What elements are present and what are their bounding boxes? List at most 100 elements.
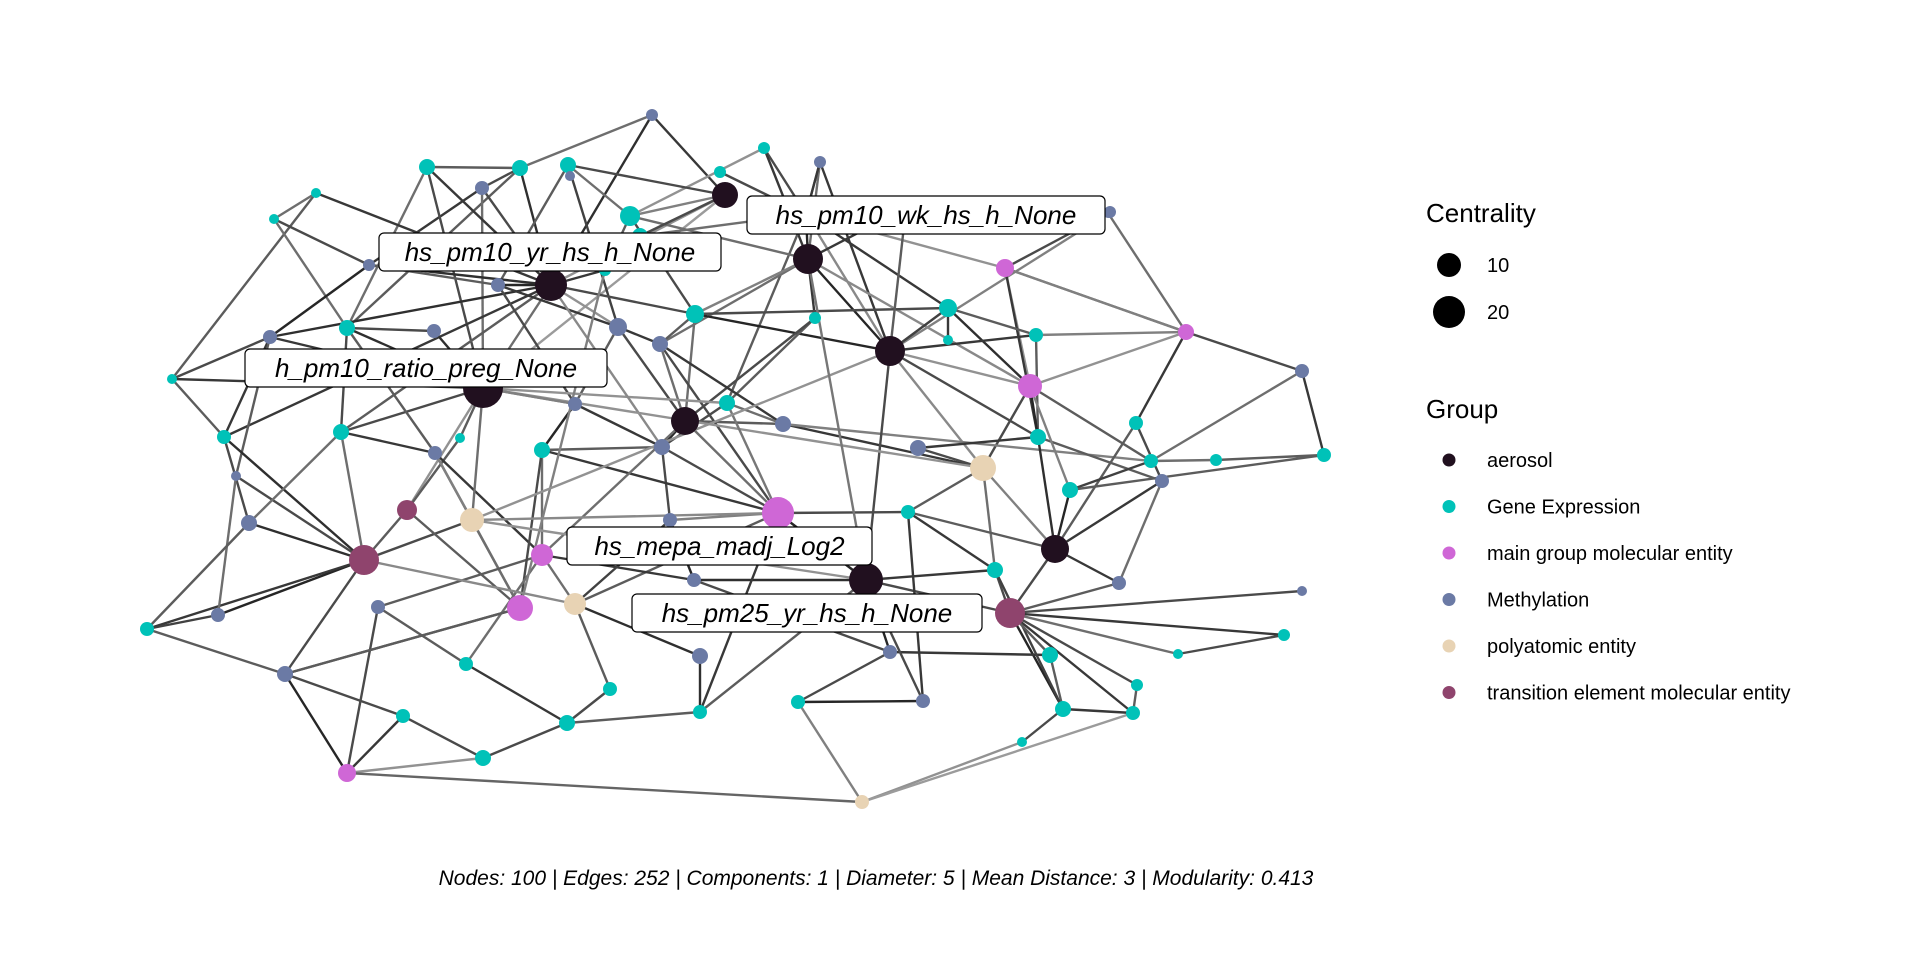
edge <box>550 283 696 316</box>
edge <box>1150 369 1303 463</box>
edge <box>889 349 1039 439</box>
node <box>692 648 708 664</box>
node <box>1129 416 1143 430</box>
edge <box>406 437 461 511</box>
edge <box>471 349 891 522</box>
node <box>1055 701 1071 717</box>
node <box>564 593 586 615</box>
edge <box>482 721 568 760</box>
node-label: hs_pm10_wk_hs_h_None <box>776 200 1077 230</box>
node <box>455 433 465 443</box>
node <box>428 446 442 460</box>
node <box>1173 649 1183 659</box>
edge <box>269 264 370 338</box>
edge <box>1117 480 1164 584</box>
node <box>970 455 996 481</box>
edge <box>889 349 1031 388</box>
edge <box>283 673 349 774</box>
centrality-key-small <box>1437 253 1461 277</box>
edge <box>146 627 286 676</box>
node-label-box <box>244 348 608 388</box>
edge <box>497 283 619 329</box>
edge <box>541 445 663 452</box>
group-legend-keys: aerosol Gene Expression main group molecul… <box>1442 450 1790 705</box>
node <box>534 442 550 458</box>
edge <box>171 192 317 380</box>
edge <box>1009 611 1285 637</box>
edge <box>659 342 784 426</box>
node <box>916 694 930 708</box>
edge <box>284 672 404 718</box>
group-key-marker <box>1442 593 1456 606</box>
edge <box>947 307 1031 387</box>
edge <box>1009 581 1120 615</box>
node <box>1029 328 1043 342</box>
edge <box>482 386 728 405</box>
legend: Centrality 10 20 Group aerosol Gene Expre… <box>1426 198 1790 705</box>
node <box>419 159 435 175</box>
edge <box>865 568 996 582</box>
node <box>809 312 821 324</box>
edge <box>684 317 816 422</box>
node <box>217 430 231 444</box>
group-key-label: Methylation <box>1487 590 1589 612</box>
edge <box>947 306 1037 337</box>
edge <box>683 313 697 422</box>
node <box>568 397 582 411</box>
group-key-marker <box>1442 453 1456 467</box>
node <box>1041 535 1069 563</box>
node <box>459 657 473 671</box>
node <box>1030 429 1046 445</box>
node <box>693 705 707 719</box>
node <box>140 622 154 636</box>
edge <box>797 650 891 704</box>
edge <box>273 191 317 221</box>
node <box>663 513 677 527</box>
node <box>311 188 321 198</box>
edge <box>1300 370 1326 456</box>
edge <box>346 771 863 804</box>
edge <box>659 257 809 346</box>
edge <box>1185 330 1303 373</box>
node <box>1297 586 1307 596</box>
node <box>883 645 897 659</box>
node <box>943 335 953 345</box>
edge <box>1029 330 1187 388</box>
edge <box>567 163 726 197</box>
node <box>646 109 658 121</box>
edge <box>519 113 653 170</box>
edge <box>1134 331 1188 424</box>
edge <box>1054 479 1163 551</box>
node <box>652 336 668 352</box>
edge <box>146 613 219 631</box>
edge <box>346 756 484 775</box>
edge <box>339 431 366 561</box>
centrality-key-large <box>1433 296 1465 328</box>
edge <box>470 387 485 521</box>
edge <box>273 217 370 267</box>
node <box>1126 706 1140 720</box>
node <box>427 324 441 338</box>
group-key-marker <box>1442 546 1456 560</box>
node <box>1317 448 1331 462</box>
edge <box>694 312 891 353</box>
edge <box>993 569 1065 710</box>
node <box>460 508 484 532</box>
group-key-marker <box>1442 500 1456 513</box>
edge <box>434 452 543 556</box>
edge <box>573 603 612 690</box>
edge <box>617 326 686 422</box>
nodes-layer <box>140 109 1331 809</box>
node <box>531 544 553 566</box>
group-key-label: Gene Expression <box>1487 497 1640 519</box>
edge <box>1048 654 1065 710</box>
edge <box>889 350 984 469</box>
node-labels-layer: hs_pm10_wk_hs_h_None hs_pm10_yr_hs_h_None… <box>244 195 1106 633</box>
edge <box>1062 707 1134 715</box>
centrality-key-large-label: 20 <box>1487 302 1509 324</box>
edge <box>651 114 726 196</box>
edge <box>782 422 984 470</box>
node-label-box <box>378 232 722 272</box>
edge <box>725 213 808 404</box>
